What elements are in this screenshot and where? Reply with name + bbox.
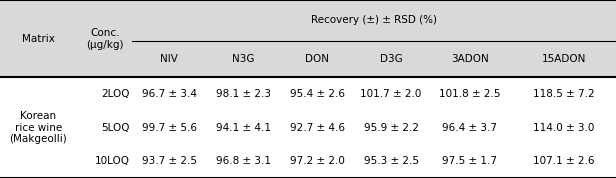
Text: 97.2 ± 2.0: 97.2 ± 2.0 [290,156,345,166]
Text: 98.1 ± 2.3: 98.1 ± 2.3 [216,89,271,99]
Bar [280,77,354,111]
Bar [511,77,616,111]
Text: Recovery (±) ± RSD (%): Recovery (±) ± RSD (%) [311,15,437,25]
Text: 96.4 ± 3.7: 96.4 ± 3.7 [442,123,497,133]
Bar [280,41,354,77]
Text: D3G: D3G [380,54,402,64]
Bar [132,41,206,77]
Bar [354,111,428,144]
Text: N3G: N3G [232,54,254,64]
Text: 96.8 ± 3.1: 96.8 ± 3.1 [216,156,271,166]
Bar [0,0,77,77]
Bar [77,144,132,178]
Bar [511,41,616,77]
Bar [77,0,132,77]
Text: 5LOQ: 5LOQ [102,123,130,133]
Bar [0,77,77,178]
Bar [354,77,428,111]
Bar [428,77,511,111]
Bar [132,0,616,41]
Bar [132,144,206,178]
Text: 99.7 ± 5.6: 99.7 ± 5.6 [142,123,197,133]
Text: 10LOQ: 10LOQ [95,156,130,166]
Text: 118.5 ± 7.2: 118.5 ± 7.2 [533,89,594,99]
Bar [428,111,511,144]
Text: 94.1 ± 4.1: 94.1 ± 4.1 [216,123,271,133]
Bar [206,111,280,144]
Bar [132,111,206,144]
Text: 101.7 ± 2.0: 101.7 ± 2.0 [360,89,422,99]
Bar [280,144,354,178]
Bar [511,144,616,178]
Bar [77,111,132,144]
Bar [354,41,428,77]
Text: DON: DON [306,54,329,64]
Text: Korean
rice wine
(Makgeolli): Korean rice wine (Makgeolli) [10,111,67,144]
Bar [354,144,428,178]
Bar [280,111,354,144]
Text: 95.3 ± 2.5: 95.3 ± 2.5 [363,156,419,166]
Bar [206,144,280,178]
Text: 114.0 ± 3.0: 114.0 ± 3.0 [533,123,594,133]
Bar [132,77,206,111]
Bar [511,111,616,144]
Bar [428,144,511,178]
Text: 95.9 ± 2.2: 95.9 ± 2.2 [363,123,419,133]
Text: 97.5 ± 1.7: 97.5 ± 1.7 [442,156,497,166]
Text: NIV: NIV [160,54,179,64]
Text: 93.7 ± 2.5: 93.7 ± 2.5 [142,156,197,166]
Text: 96.7 ± 3.4: 96.7 ± 3.4 [142,89,197,99]
Text: 3ADON: 3ADON [451,54,488,64]
Text: 107.1 ± 2.6: 107.1 ± 2.6 [533,156,594,166]
Text: 15ADON: 15ADON [541,54,586,64]
Bar [206,77,280,111]
Bar [428,41,511,77]
Text: 2LOQ: 2LOQ [102,89,130,99]
Text: Conc.
(μg/kg): Conc. (μg/kg) [86,28,123,49]
Bar [206,41,280,77]
Text: 95.4 ± 2.6: 95.4 ± 2.6 [290,89,345,99]
Bar [77,77,132,111]
Text: Matrix: Matrix [22,34,55,44]
Text: 101.8 ± 2.5: 101.8 ± 2.5 [439,89,500,99]
Text: 92.7 ± 4.6: 92.7 ± 4.6 [290,123,345,133]
